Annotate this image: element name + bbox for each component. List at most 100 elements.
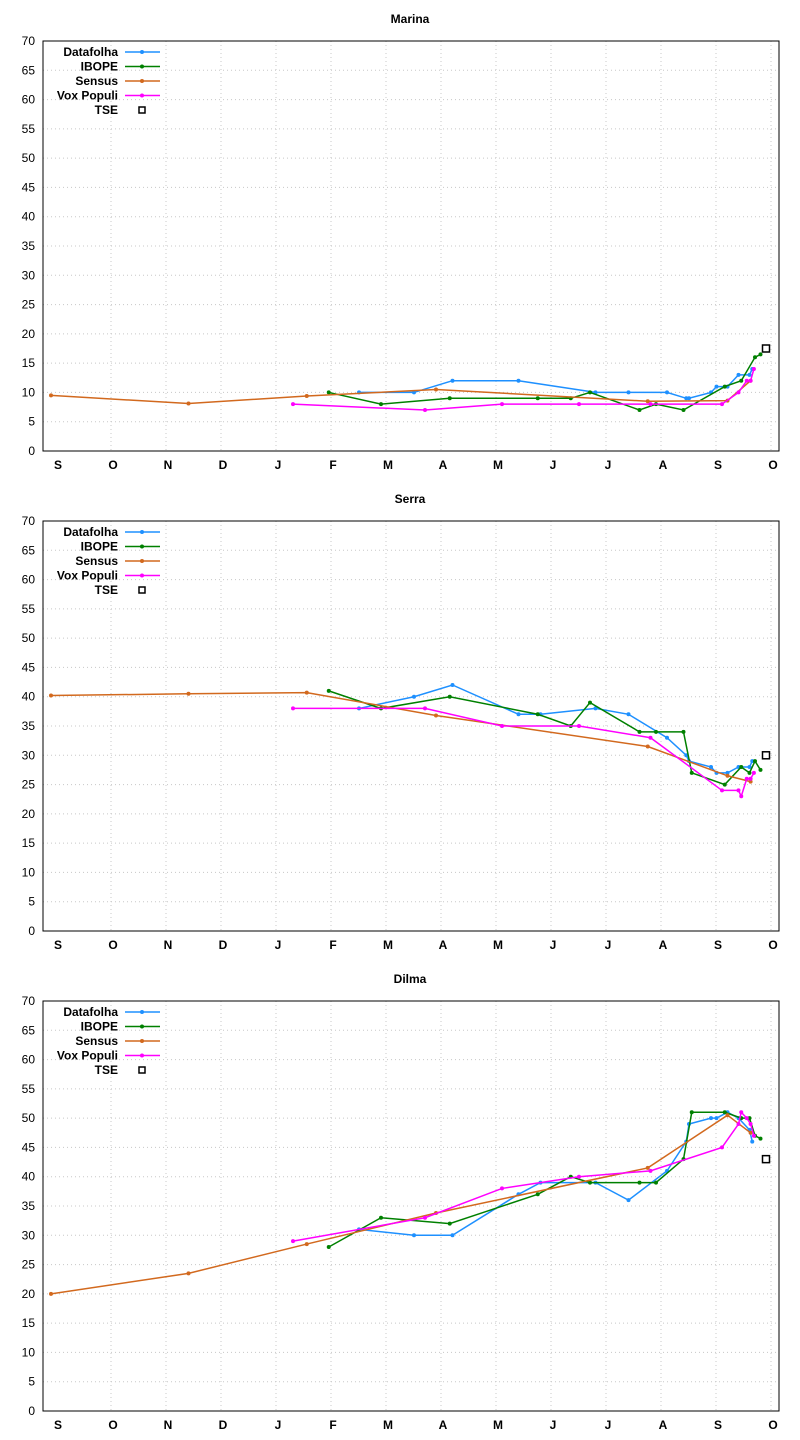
legend-marker — [140, 79, 144, 83]
data-point — [748, 1122, 753, 1126]
legend-marker — [140, 1010, 144, 1014]
data-point — [588, 700, 592, 705]
x-tick-label: M — [493, 1418, 503, 1432]
data-point — [750, 1139, 755, 1144]
x-tick-label: O — [108, 938, 117, 952]
data-point — [423, 706, 427, 711]
x-tick-label: A — [659, 458, 668, 472]
x-tick-label: J — [275, 1418, 282, 1432]
series-sensus — [49, 690, 753, 784]
data-point — [291, 402, 295, 407]
y-tick-label: 15 — [22, 1316, 36, 1330]
y-tick-label: 10 — [22, 1345, 36, 1359]
data-point — [761, 1154, 771, 1164]
data-point — [186, 691, 191, 696]
x-tick-label: M — [383, 458, 393, 472]
x-tick-label: O — [108, 458, 117, 472]
x-tick-label: N — [164, 1418, 173, 1432]
y-tick-label: 60 — [22, 1053, 36, 1067]
x-tick-label: J — [605, 1418, 612, 1432]
series-line — [292, 368, 755, 411]
legend-marker — [140, 1024, 144, 1029]
legend-marker — [140, 1053, 144, 1058]
data-point — [516, 712, 521, 717]
data-point — [720, 402, 724, 407]
data-point — [577, 402, 581, 407]
data-point — [637, 408, 642, 412]
data-point — [326, 688, 331, 693]
y-tick-label: 10 — [22, 865, 36, 879]
y-tick-label: 0 — [28, 444, 35, 458]
data-point — [412, 390, 416, 395]
y-tick-label: 55 — [22, 602, 36, 616]
y-tick-label: 15 — [22, 836, 36, 850]
x-tick-label: D — [219, 1418, 228, 1432]
y-tick-label: 30 — [22, 268, 36, 282]
data-point — [761, 344, 771, 353]
data-point — [753, 759, 757, 764]
data-point — [645, 744, 650, 749]
data-point — [186, 1271, 191, 1276]
y-tick-label: 35 — [22, 719, 36, 733]
series-tse — [761, 751, 771, 760]
y-tick-label: 45 — [22, 660, 36, 674]
x-tick-label: A — [439, 1418, 448, 1432]
y-tick-label: 0 — [28, 1404, 35, 1418]
x-tick-label: M — [493, 938, 503, 952]
x-tick-label: S — [714, 1418, 722, 1432]
x-tick-label: S — [714, 938, 722, 952]
data-point — [186, 401, 191, 406]
data-point — [681, 729, 686, 734]
x-tick-label: M — [383, 938, 393, 952]
data-point — [412, 694, 416, 699]
data-point — [750, 759, 755, 764]
data-point — [751, 770, 756, 775]
data-point — [593, 706, 598, 711]
data-point — [747, 372, 752, 377]
data-point — [722, 384, 727, 389]
data-point — [447, 396, 452, 401]
y-tick-label: 45 — [22, 180, 36, 194]
y-tick-label: 35 — [22, 1199, 36, 1213]
y-tick-label: 60 — [22, 93, 36, 107]
data-point — [736, 788, 741, 793]
data-point — [709, 765, 713, 769]
y-tick-label: 40 — [22, 1170, 36, 1184]
data-point — [665, 735, 669, 740]
x-tick-label: S — [54, 1418, 62, 1432]
data-point — [412, 1233, 416, 1238]
y-tick-label: 5 — [28, 895, 35, 909]
legend-label: Datafolha — [63, 525, 118, 539]
data-point — [648, 402, 653, 407]
y-tick-label: 35 — [22, 239, 36, 253]
series-line — [358, 684, 753, 774]
data-point — [689, 1110, 694, 1115]
data-point — [654, 729, 658, 734]
y-tick-label: 65 — [22, 63, 36, 77]
y-tick-label: 15 — [22, 356, 36, 370]
y-tick-label: 60 — [22, 573, 36, 587]
y-tick-label: 25 — [22, 298, 36, 312]
data-point — [761, 751, 771, 760]
data-point — [687, 396, 691, 401]
data-point — [423, 408, 427, 412]
legend-label: IBOPE — [81, 1020, 118, 1034]
data-point — [626, 712, 631, 717]
y-tick-label: 55 — [22, 122, 36, 136]
data-point — [744, 776, 749, 781]
data-point — [753, 355, 757, 360]
y-tick-label: 65 — [22, 1023, 36, 1037]
x-tick-label: A — [659, 938, 668, 952]
x-tick-label: N — [164, 938, 173, 952]
data-point — [748, 776, 753, 781]
data-point — [654, 1180, 658, 1185]
data-point — [626, 1198, 631, 1203]
legend-marker — [140, 64, 144, 69]
data-point — [714, 384, 719, 389]
legend-label: Datafolha — [63, 45, 118, 59]
series-ibope — [326, 688, 763, 787]
data-point — [49, 1291, 53, 1296]
series-ibope — [326, 1110, 763, 1249]
